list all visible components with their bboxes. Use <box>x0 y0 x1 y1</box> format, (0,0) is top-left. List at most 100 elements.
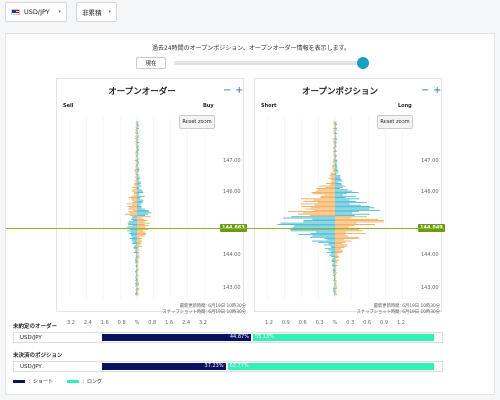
histogram-bar <box>324 194 335 196</box>
histogram-bar <box>335 232 367 234</box>
us-flag-icon <box>11 9 20 15</box>
histogram-bar <box>325 248 335 250</box>
histogram-bar <box>133 209 137 211</box>
histogram-bar <box>137 177 141 179</box>
histogram-bar <box>335 231 347 233</box>
histogram-bar <box>334 277 335 279</box>
x-tick: 1.6 <box>100 320 109 326</box>
histogram-bar <box>137 180 140 182</box>
open-positions-short-bar: 37.23% <box>102 363 226 370</box>
histogram-bar <box>335 239 344 241</box>
histogram-bar <box>334 294 335 296</box>
histogram-bar <box>127 222 137 224</box>
unfilled-orders-long-bar: 55.13% <box>252 334 434 341</box>
histogram-bar <box>134 183 137 184</box>
histogram-bar <box>131 240 137 242</box>
histogram-bar <box>137 166 138 168</box>
histogram-bar <box>335 263 336 265</box>
histogram-bar <box>335 188 340 190</box>
histogram-bar <box>291 216 335 218</box>
histogram-bar <box>335 126 337 128</box>
unfilled-orders-pair: USD/JPY <box>20 335 42 341</box>
zoom-in-button[interactable]: + <box>433 85 442 96</box>
histogram-bar <box>335 273 336 275</box>
histogram-bar <box>326 252 335 254</box>
histogram-bar <box>137 250 138 252</box>
histogram-bar <box>131 202 137 204</box>
histogram-bar <box>333 143 335 145</box>
histogram-bar <box>134 171 137 173</box>
histogram-bar <box>133 248 137 250</box>
histogram-bar <box>137 262 139 264</box>
histogram-bar <box>137 234 147 236</box>
open-positions-long-bar: 62.77% <box>227 363 434 370</box>
accumulation-mode-select[interactable]: 非累積 ▾ <box>76 2 117 22</box>
histogram-bar <box>335 152 336 154</box>
histogram-bar <box>137 140 139 142</box>
histogram-bar <box>132 199 137 201</box>
histogram-bar <box>290 229 335 230</box>
histogram-bar <box>293 226 335 228</box>
histogram-bar <box>137 253 139 255</box>
histogram-bar <box>332 270 335 271</box>
histogram-bar <box>135 174 137 175</box>
histogram-bar <box>134 271 137 273</box>
histogram-bar <box>136 148 137 150</box>
histogram-bar <box>135 280 137 282</box>
histogram-bar <box>335 153 336 155</box>
histogram-bar <box>333 276 335 278</box>
histogram-bar <box>137 122 138 124</box>
x-tick: 2.4 <box>83 320 92 326</box>
histogram-bar <box>309 236 335 238</box>
histogram-bar <box>137 294 139 296</box>
histogram-bar <box>137 291 138 293</box>
x-tick: 0.8 <box>148 320 157 326</box>
histogram-bar <box>331 179 335 181</box>
histogram-bar <box>134 135 137 137</box>
zoom-out-button[interactable]: − <box>223 85 232 96</box>
histogram-bar <box>137 138 138 140</box>
histogram-bar <box>133 241 137 243</box>
reset-zoom-button[interactable]: Reset zoom <box>179 115 215 129</box>
histogram-bar <box>335 207 375 209</box>
histogram-bar <box>315 190 335 192</box>
histogram-bar <box>335 267 337 269</box>
histogram-bar <box>134 180 137 182</box>
currency-pair-select[interactable]: USD/JPY ▾ <box>5 2 67 22</box>
histogram-bar <box>135 266 137 268</box>
histogram-bar <box>277 224 335 225</box>
histogram-bar <box>128 232 137 234</box>
histogram-bar <box>132 225 137 227</box>
histogram-bar <box>335 253 338 255</box>
reset-zoom-button[interactable]: Reset zoom <box>377 115 413 129</box>
histogram-bar <box>335 176 341 178</box>
zoom-in-button[interactable]: + <box>235 85 244 96</box>
histogram-bar <box>136 157 137 159</box>
time-slider-track[interactable] <box>174 61 364 65</box>
histogram-bar <box>137 256 140 257</box>
histogram-bar <box>135 279 137 280</box>
time-slider-handle[interactable] <box>357 57 369 69</box>
histogram-bar <box>136 134 137 136</box>
histogram-bar <box>137 199 144 201</box>
histogram-bar <box>137 218 145 220</box>
histogram-bar <box>334 156 335 158</box>
histogram-bar <box>335 280 337 282</box>
unfilled-orders-row: USD/JPY 44.87% 55.13% <box>13 332 443 343</box>
histogram-bar <box>137 185 142 187</box>
zoom-out-button[interactable]: − <box>421 85 430 96</box>
histogram-bar <box>320 195 335 197</box>
histogram-bar <box>335 138 337 140</box>
description-text: 過去24時間のオープンポジション、オープンオーダー情報を表示します。 <box>152 45 350 52</box>
histogram-bar <box>335 240 352 242</box>
x-tick: 1.2 <box>396 320 405 326</box>
histogram-bar <box>318 241 335 243</box>
histogram-bar <box>335 262 338 264</box>
histogram-bar <box>137 217 142 219</box>
current-time-button[interactable]: 現在 <box>136 57 166 69</box>
histogram-bar <box>134 168 137 170</box>
x-tick: 3.2 <box>198 320 207 326</box>
histogram-bar <box>135 144 137 146</box>
histogram-bar <box>333 162 335 164</box>
histogram-bar <box>324 238 335 239</box>
